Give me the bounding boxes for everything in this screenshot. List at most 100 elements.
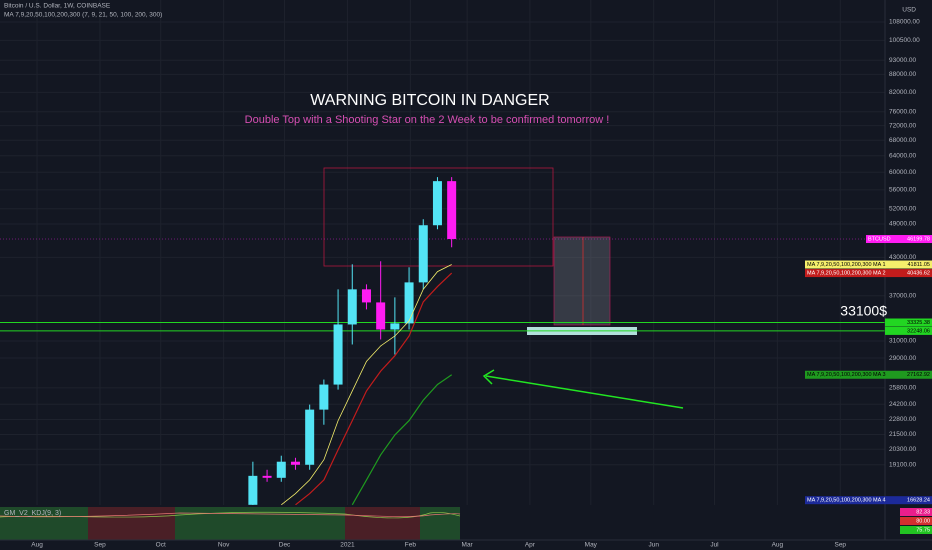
candle-body [404, 282, 414, 324]
price-label-value: 41811.05 [907, 262, 930, 268]
x-tick-label: 2021 [340, 542, 355, 549]
price-label-value: 32248.06 [907, 328, 930, 334]
y-tick-label: 29000.00 [889, 355, 916, 362]
candle-body [319, 384, 329, 410]
candle-body [248, 475, 258, 505]
subtitle: Double Top with a Shooting Star on the 2… [245, 114, 610, 126]
y-tick-label: 56000.00 [889, 187, 916, 194]
price-label [885, 318, 932, 327]
price-label-value: 16628.24 [907, 498, 930, 504]
candle-body [262, 475, 272, 478]
pane-zone [0, 507, 88, 540]
price-label-name: MA 7,9,20,50,100,200,300 MA 2 [807, 271, 886, 277]
price-label-name: MA 7,9,20,50,100,200,300 MA 4 [807, 498, 886, 504]
x-tick-label: Jul [710, 542, 719, 549]
candle-body [447, 181, 457, 240]
price-label-name: BTCUSD [868, 236, 891, 242]
arrow-line [485, 375, 684, 409]
price-label-name: MA 7,9,20,50,100,200,300 MA 3 [807, 372, 886, 378]
indicator-label [900, 508, 932, 516]
y-tick-label: 76000.00 [889, 109, 916, 116]
x-tick-label: Aug [31, 542, 43, 549]
subheader: MA 7,9,20,50,100,200,300 (7, 9, 21, 50, … [4, 12, 162, 19]
pane-line [0, 511, 461, 519]
y-tick-label: 49000.00 [889, 221, 916, 228]
indicator-value: 75.75 [916, 527, 930, 533]
pane-zone [420, 507, 460, 540]
y-tick-label: 43000.00 [889, 254, 916, 261]
indicator-name: GM_V2_KDJ(9, 3) [4, 510, 61, 517]
candle-body [361, 289, 371, 303]
y-tick-label: 52000.00 [889, 206, 916, 213]
title: WARNING BITCOIN IN DANGER [310, 92, 549, 109]
y-tick-label: 22800.00 [889, 416, 916, 423]
pane-zone [345, 507, 420, 540]
y-tick-label: 68000.00 [889, 137, 916, 144]
plot [0, 177, 885, 510]
price-label-value: 46199.78 [907, 236, 930, 242]
price-label-value: 40436.62 [907, 271, 930, 277]
indicator-label [900, 526, 932, 534]
y-tick-label: 93000.00 [889, 57, 916, 64]
candle-body [290, 461, 300, 465]
price-label [805, 260, 932, 269]
y-tick-label: 37000.00 [889, 292, 916, 299]
y-tick-label: 108000.00 [889, 19, 920, 26]
indicator-value: 82.33 [916, 509, 930, 515]
candle-body [390, 323, 400, 330]
currency: USD [902, 7, 916, 14]
candle-body [305, 409, 315, 465]
price-label [805, 370, 932, 379]
y-tick-label: 19100.00 [889, 461, 916, 468]
annotation: 33100$ [840, 303, 887, 319]
price-label [805, 269, 932, 278]
x-tick-label: May [585, 542, 598, 549]
y-tick-label: 100500.00 [889, 37, 920, 44]
x-tick-label: Dec [279, 542, 291, 549]
price-label [885, 326, 932, 335]
indicator-label [900, 517, 932, 525]
price-label-value: 27162.92 [907, 372, 930, 378]
x-tick-label: Aug [772, 542, 784, 549]
pattern-box [323, 167, 554, 267]
price-label [805, 496, 932, 505]
x-tick-label: Feb [405, 542, 417, 549]
price-label-name: MA 7,9,20,50,100,200,300 MA 1 [807, 262, 886, 268]
x-tick-label: Jun [648, 542, 659, 549]
y-tick-label: 25800.00 [889, 385, 916, 392]
ma-line [351, 374, 453, 506]
x-tick-label: Sep [834, 542, 846, 549]
x-tick-label: Mar [462, 542, 474, 549]
price-label-value: 33325.38 [907, 320, 930, 326]
indicator-value: 80.00 [916, 518, 930, 524]
y-tick-label: 60000.00 [889, 169, 916, 176]
x-tick-label: Oct [156, 542, 166, 549]
x-tick-label: Apr [525, 542, 536, 549]
pane-line [0, 512, 461, 518]
header: Bitcoin / U.S. Dollar, 1W, COINBASE [4, 3, 111, 10]
candle-body [418, 225, 428, 283]
candle-body [276, 461, 286, 478]
pane-zone [88, 507, 175, 540]
price-label [866, 235, 932, 244]
grid [0, 0, 885, 540]
y-tick-label: 88000.00 [889, 71, 916, 78]
y-tick-label: 64000.00 [889, 152, 916, 159]
y-tick-label: 82000.00 [889, 89, 916, 96]
x-tick-label: Nov [218, 542, 230, 549]
ma-line [295, 272, 453, 506]
y-tick-label: 20300.00 [889, 446, 916, 453]
arrow-head [482, 369, 495, 385]
candle-body [432, 181, 442, 226]
ma-line [281, 264, 452, 506]
indicator-pane: GM_V2_KDJ(9, 3) [0, 505, 885, 540]
y-tick-label: 31000.00 [889, 338, 916, 345]
y-tick-label: 24200.00 [889, 401, 916, 408]
projection-box [553, 236, 611, 326]
x-tick-label: Sep [94, 542, 106, 549]
candle-body [347, 289, 357, 325]
candle-body [376, 302, 386, 330]
y-tick-label: 72000.00 [889, 122, 916, 129]
